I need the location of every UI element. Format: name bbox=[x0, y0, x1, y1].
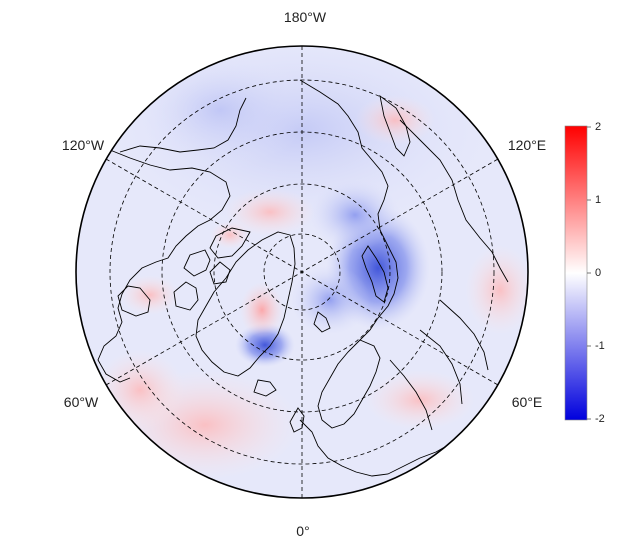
eurasia-north-coast bbox=[299, 79, 399, 341]
anomaly-field bbox=[76, 46, 528, 498]
colorbar-gradient bbox=[564, 125, 588, 421]
europe-coast bbox=[299, 419, 451, 477]
map-boundary bbox=[75, 45, 529, 499]
novaya-zemlya bbox=[361, 245, 389, 303]
colorbar-label-neg2: -2 bbox=[595, 413, 605, 425]
lon-label-60e: 60°E bbox=[511, 394, 543, 410]
graticule bbox=[105, 46, 499, 498]
asia-borders bbox=[389, 119, 509, 431]
colorbar bbox=[564, 125, 591, 421]
kamchatka bbox=[379, 94, 411, 157]
canadian-archipelago bbox=[173, 227, 251, 311]
parallel-70 bbox=[213, 183, 391, 361]
colorbar-label-neg1: -1 bbox=[595, 340, 605, 352]
lon-label-120e: 120°E bbox=[507, 137, 547, 153]
colorbar-label-2: 2 bbox=[595, 121, 602, 133]
british-isles bbox=[289, 407, 305, 433]
alaska-coast bbox=[119, 97, 247, 153]
iceland bbox=[253, 379, 277, 397]
parallel-50 bbox=[109, 79, 495, 465]
greenland-coast bbox=[195, 231, 296, 377]
north-america-coast bbox=[97, 149, 231, 383]
coastlines bbox=[97, 79, 509, 477]
lon-label-0: 0° bbox=[296, 523, 310, 539]
lon-label-60w: 60°W bbox=[63, 394, 99, 410]
colorbar-label-0: 0 bbox=[595, 267, 602, 279]
meridian-60w-120e bbox=[105, 158, 499, 386]
svalbard bbox=[313, 311, 331, 333]
colorbar-label-1: 1 bbox=[595, 194, 602, 206]
lon-label-180w: 180°W bbox=[283, 9, 327, 25]
lon-label-120w: 120°W bbox=[61, 137, 105, 153]
hudson-bay bbox=[117, 285, 151, 317]
parallel-80 bbox=[263, 233, 341, 311]
scandinavia-coast bbox=[317, 339, 381, 429]
